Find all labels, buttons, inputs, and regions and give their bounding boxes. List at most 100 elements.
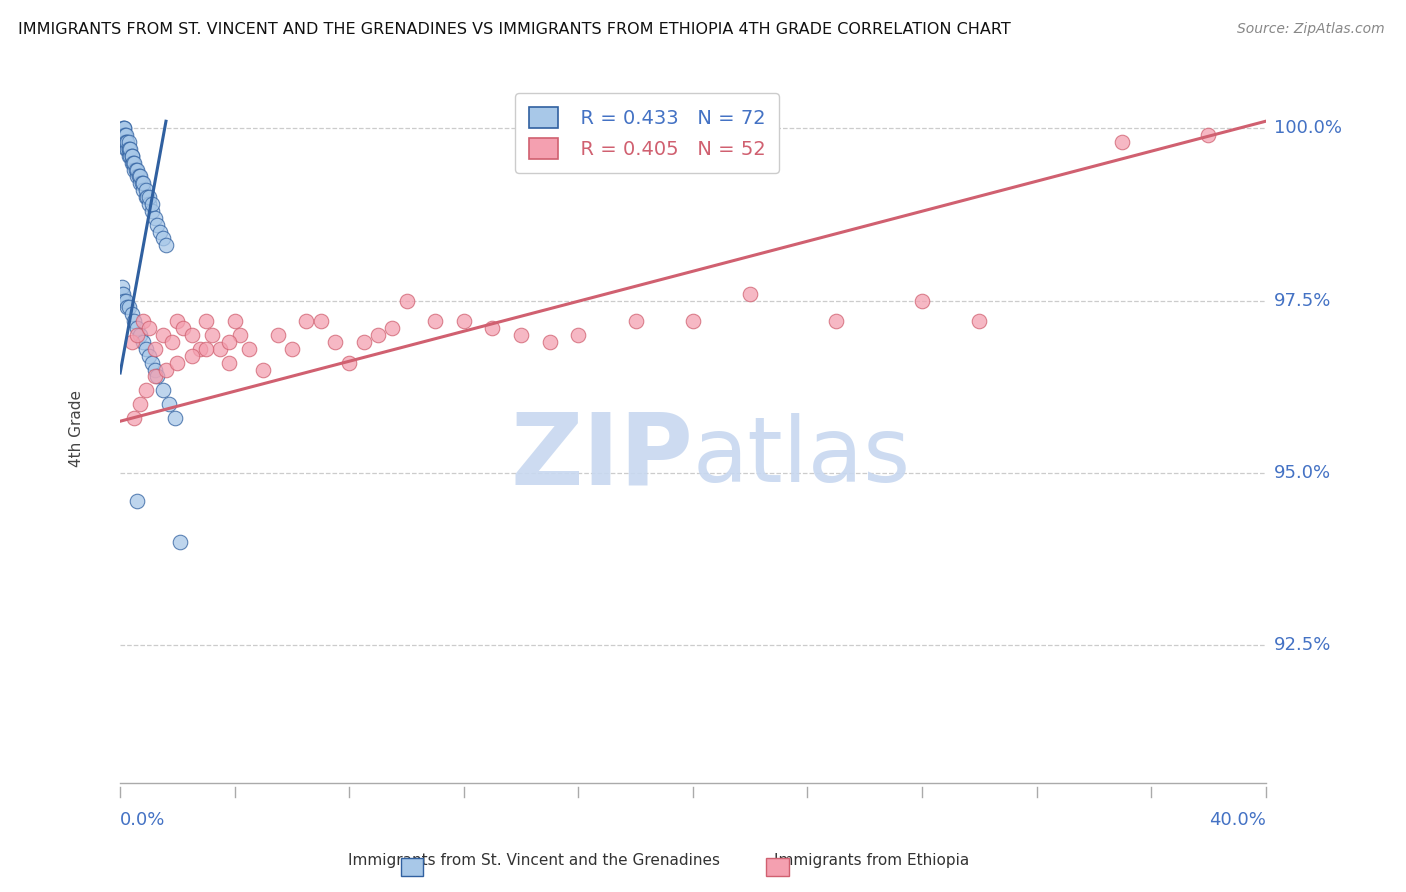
Point: [127, 169, 149, 184]
Text: 40.0%: 40.0%: [1209, 811, 1265, 829]
Point: [141, 197, 163, 211]
Point: [122, 155, 145, 169]
Point: [152, 383, 174, 397]
Point: [124, 162, 146, 177]
Point: [115, 135, 138, 149]
Point: [155, 238, 177, 252]
Point: [124, 155, 146, 169]
Point: [135, 383, 157, 397]
Text: IMMIGRANTS FROM ST. VINCENT AND THE GRENADINES VS IMMIGRANTS FROM ETHIOPIA 4TH G: IMMIGRANTS FROM ST. VINCENT AND THE GREN…: [18, 22, 1011, 37]
Point: [146, 369, 169, 384]
Point: [120, 142, 142, 156]
Legend:   R = 0.433   N = 72,   R = 0.405   N = 52: R = 0.433 N = 72, R = 0.405 N = 52: [515, 94, 779, 173]
Text: 97.5%: 97.5%: [1274, 292, 1331, 310]
Point: [114, 121, 136, 136]
Point: [180, 349, 202, 363]
Point: [229, 328, 252, 343]
Text: Immigrants from St. Vincent and the Grenadines: Immigrants from St. Vincent and the Gren…: [349, 853, 720, 868]
Point: [120, 149, 142, 163]
Point: [118, 301, 141, 315]
Point: [127, 493, 149, 508]
Point: [218, 334, 240, 349]
Text: 4th Grade: 4th Grade: [69, 390, 84, 467]
Point: [121, 334, 143, 349]
Point: [127, 328, 149, 343]
Point: [157, 397, 180, 411]
Point: [238, 342, 260, 356]
Point: [740, 286, 762, 301]
Point: [166, 356, 188, 370]
Point: [395, 293, 418, 308]
Point: [138, 349, 160, 363]
Point: [138, 197, 160, 211]
Point: [252, 362, 274, 376]
Point: [453, 314, 475, 328]
Point: [111, 286, 134, 301]
Point: [281, 342, 304, 356]
Text: 100.0%: 100.0%: [1274, 120, 1343, 137]
Point: [118, 149, 141, 163]
Point: [121, 149, 143, 163]
Point: [131, 177, 153, 191]
Point: [367, 328, 389, 343]
Point: [195, 314, 218, 328]
Point: [117, 301, 139, 315]
Point: [201, 328, 224, 343]
Point: [115, 293, 138, 308]
Point: [141, 203, 163, 218]
Text: Source: ZipAtlas.com: Source: ZipAtlas.com: [1237, 22, 1385, 37]
Point: [135, 183, 157, 197]
Point: [188, 342, 211, 356]
Point: [114, 128, 136, 142]
Point: [266, 328, 288, 343]
Point: [567, 328, 589, 343]
Point: [117, 142, 139, 156]
Point: [510, 328, 533, 343]
Point: [155, 362, 177, 376]
Point: [115, 135, 138, 149]
Point: [209, 342, 232, 356]
Point: [127, 162, 149, 177]
Point: [138, 321, 160, 335]
Point: [110, 286, 132, 301]
Point: [1111, 135, 1133, 149]
Point: [381, 321, 404, 335]
Point: [1197, 128, 1219, 142]
Point: [152, 231, 174, 245]
Point: [682, 314, 704, 328]
Point: [195, 342, 218, 356]
Point: [129, 177, 152, 191]
Point: [538, 334, 561, 349]
Point: [112, 135, 135, 149]
Point: [118, 135, 141, 149]
Text: atlas: atlas: [693, 412, 911, 500]
Point: [127, 321, 149, 335]
Point: [114, 128, 136, 142]
Point: [163, 410, 186, 425]
Point: [967, 314, 990, 328]
Point: [129, 397, 152, 411]
Point: [295, 314, 318, 328]
Point: [138, 190, 160, 204]
Point: [114, 293, 136, 308]
Point: [143, 362, 166, 376]
Point: [132, 314, 155, 328]
Point: [136, 190, 159, 204]
Point: [172, 321, 194, 335]
Point: [121, 307, 143, 321]
Point: [135, 190, 157, 204]
Point: [143, 342, 166, 356]
Point: [112, 128, 135, 142]
Text: 92.5%: 92.5%: [1274, 636, 1331, 655]
Point: [129, 169, 152, 184]
Point: [624, 314, 647, 328]
Point: [118, 142, 141, 156]
Point: [481, 321, 503, 335]
Point: [337, 356, 360, 370]
Point: [160, 334, 183, 349]
Point: [143, 369, 166, 384]
Point: [111, 128, 134, 142]
Point: [323, 334, 346, 349]
Point: [111, 128, 134, 142]
Point: [111, 279, 134, 293]
